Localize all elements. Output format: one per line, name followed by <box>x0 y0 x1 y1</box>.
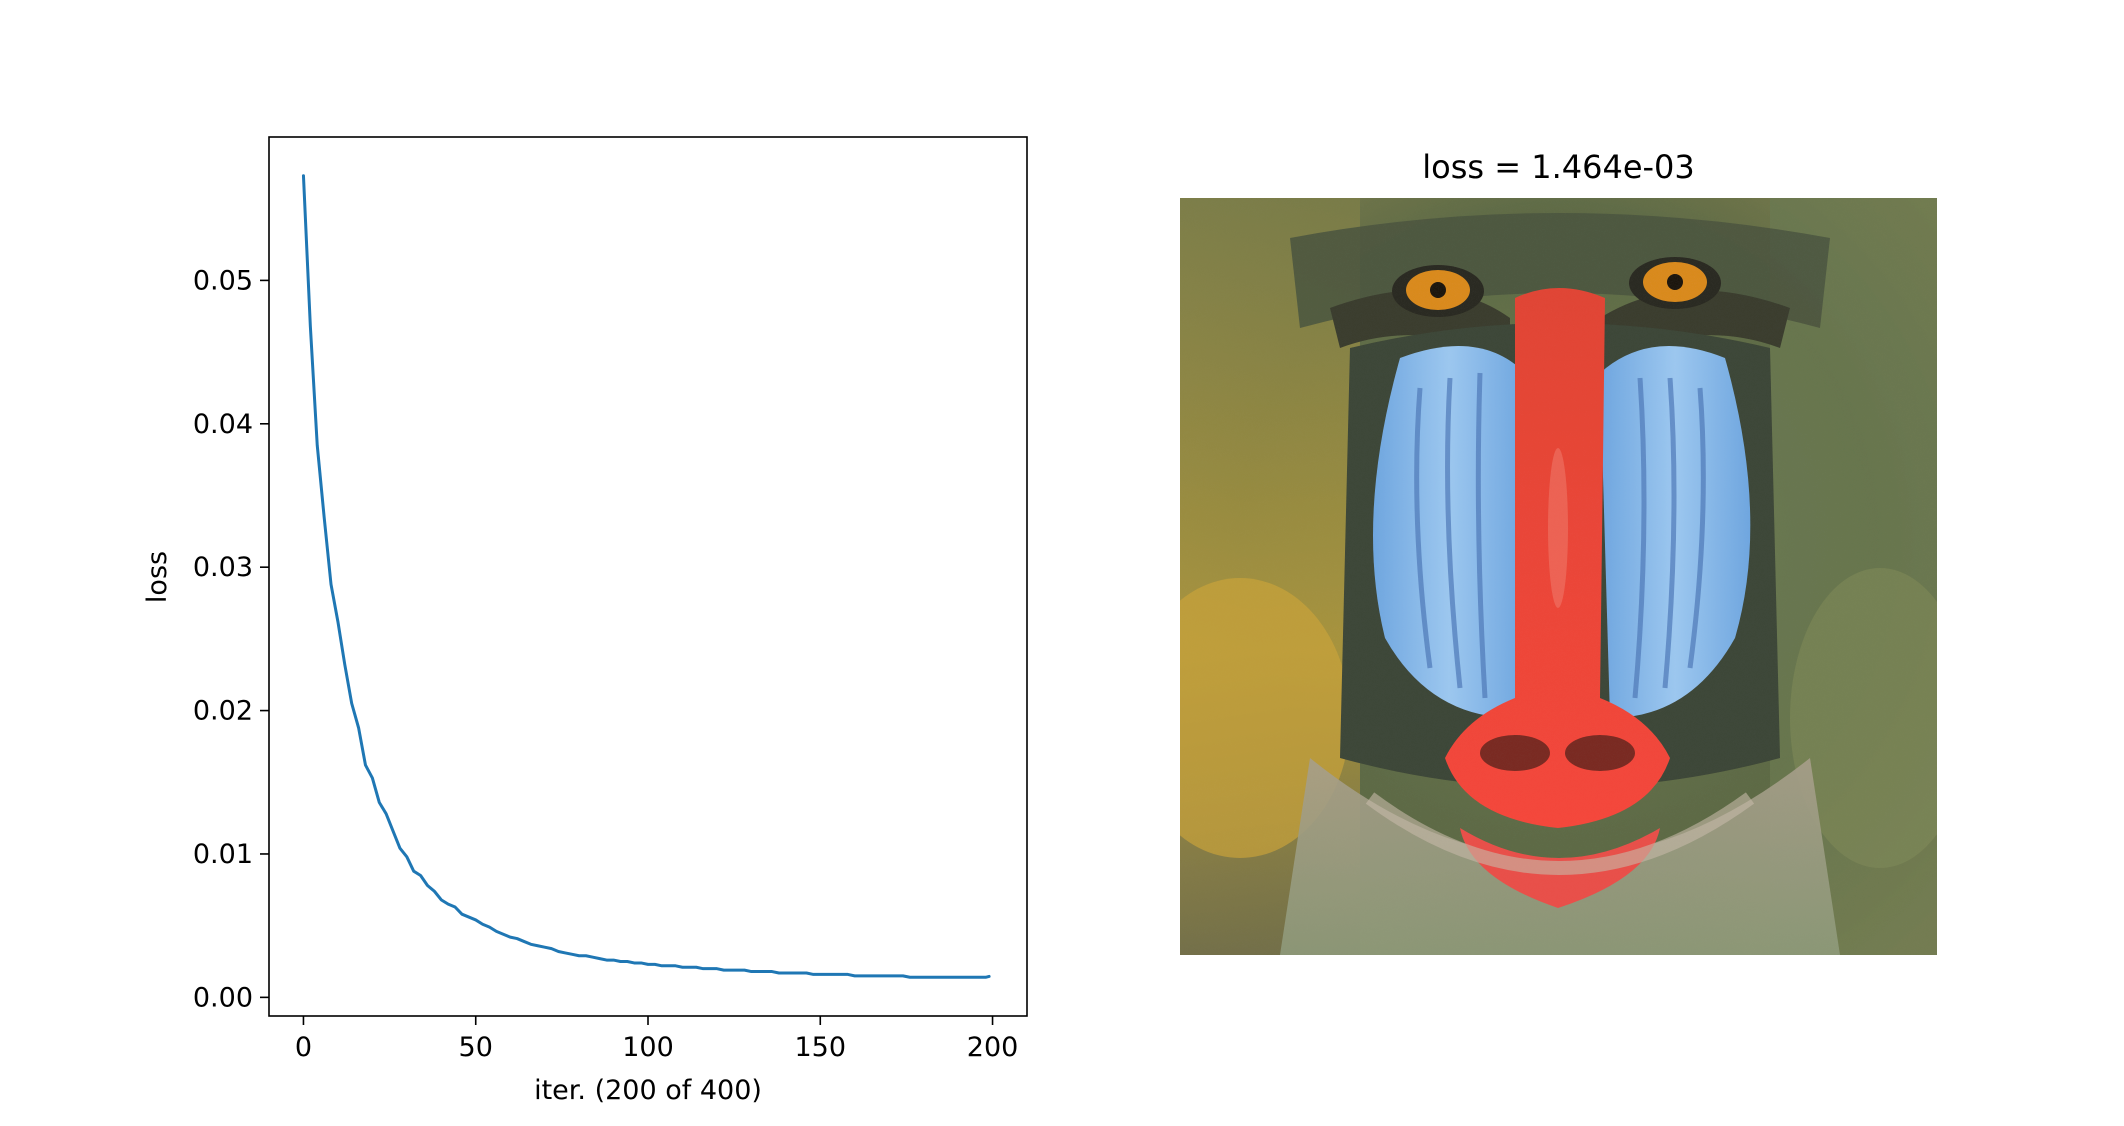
x-tick-label: 50 <box>459 1032 493 1063</box>
mandrill-image <box>1180 198 1937 955</box>
x-tick-label: 150 <box>794 1032 846 1063</box>
plot-frame <box>268 136 1028 1017</box>
x-axis-ticks: 0 50 100 150 200 <box>295 1016 1018 1063</box>
x-tick-label: 0 <box>295 1032 312 1063</box>
y-axis-label: loss <box>142 551 173 603</box>
x-tick-label: 100 <box>622 1032 674 1063</box>
image-panel: loss = 1.464e-03 <box>1180 148 1937 955</box>
y-tick-label: 0.03 <box>193 552 253 583</box>
x-axis-label: iter. (200 of 400) <box>534 1075 762 1106</box>
image-title: loss = 1.464e-03 <box>1422 148 1695 186</box>
y-tick-label: 0.00 <box>193 982 253 1013</box>
y-tick-label: 0.02 <box>193 696 253 727</box>
y-tick-label: 0.04 <box>193 409 253 440</box>
y-tick-label: 0.05 <box>193 265 253 296</box>
x-tick-label: 200 <box>967 1032 1019 1063</box>
y-tick-label: 0.01 <box>193 839 253 870</box>
loss-series-line <box>301 174 991 979</box>
loss-chart: 0 50 100 150 200 0.00 0.01 0.02 0.03 0.04 0.05 it… <box>142 136 1028 1106</box>
y-axis-ticks: 0.00 0.01 0.02 0.03 0.04 0.05 <box>193 265 269 1013</box>
